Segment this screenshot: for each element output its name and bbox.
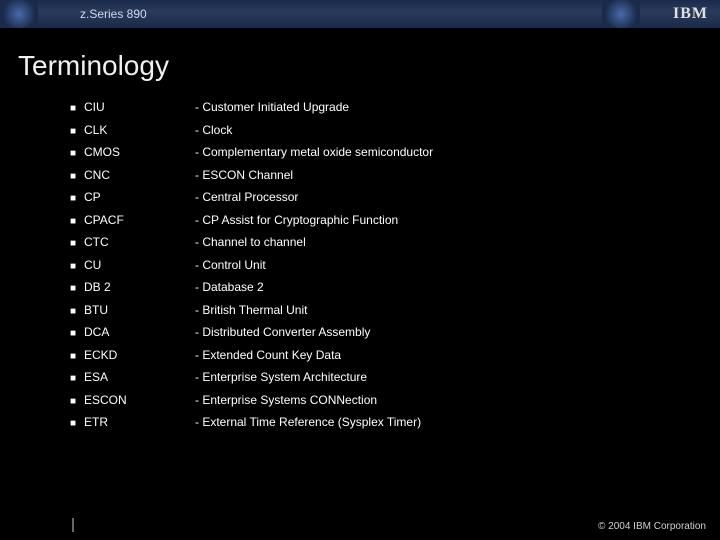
term-definition: - Enterprise Systems CONNection: [195, 393, 720, 407]
term-abbr: ETR: [80, 415, 195, 429]
ibm-logo: IBM: [673, 5, 708, 23]
bullet-icon: ■: [70, 418, 80, 429]
term-row: ■CIU- Customer Initiated Upgrade: [70, 100, 720, 123]
bullet-icon: ■: [70, 396, 80, 407]
term-abbr: BTU: [80, 303, 195, 317]
term-row: ■ECKD- Extended Count Key Data: [70, 348, 720, 371]
footer-accent-mark: [72, 518, 74, 532]
bullet-icon: ■: [70, 351, 80, 362]
term-definition: - Database 2: [195, 280, 720, 294]
term-row: ■CP- Central Processor: [70, 190, 720, 213]
term-row: ■BTU- British Thermal Unit: [70, 303, 720, 326]
term-abbr: DCA: [80, 325, 195, 339]
term-row: ■CMOS- Complementary metal oxide semicon…: [70, 145, 720, 168]
bullet-icon: ■: [70, 126, 80, 137]
bullet-icon: ■: [70, 103, 80, 114]
term-row: ■CLK- Clock: [70, 123, 720, 146]
bullet-icon: ■: [70, 283, 80, 294]
term-row: ■DCA- Distributed Converter Assembly: [70, 325, 720, 348]
term-definition: - Enterprise System Architecture: [195, 370, 720, 384]
term-definition: - Control Unit: [195, 258, 720, 272]
terminology-list: ■CIU- Customer Initiated Upgrade■CLK- Cl…: [0, 100, 720, 438]
term-definition: - Clock: [195, 123, 720, 137]
term-definition: - British Thermal Unit: [195, 303, 720, 317]
term-definition: - Complementary metal oxide semiconducto…: [195, 145, 720, 159]
term-abbr: CP: [80, 190, 195, 204]
term-definition: - ESCON Channel: [195, 168, 720, 182]
term-abbr: CU: [80, 258, 195, 272]
term-row: ■CNC- ESCON Channel: [70, 168, 720, 191]
header-product-line: z.Series 890: [80, 7, 147, 21]
term-row: ■CPACF- CP Assist for Cryptographic Func…: [70, 213, 720, 236]
term-abbr: DB 2: [80, 280, 195, 294]
term-row: ■ESCON- Enterprise Systems CONNection: [70, 393, 720, 416]
term-definition: - Channel to channel: [195, 235, 720, 249]
term-abbr: CLK: [80, 123, 195, 137]
bullet-icon: ■: [70, 328, 80, 339]
term-abbr: CPACF: [80, 213, 195, 227]
term-abbr: CIU: [80, 100, 195, 114]
term-definition: - Extended Count Key Data: [195, 348, 720, 362]
header-bar: z.Series 890 IBM: [0, 0, 720, 28]
term-abbr: ECKD: [80, 348, 195, 362]
term-abbr: ESCON: [80, 393, 195, 407]
bullet-icon: ■: [70, 373, 80, 384]
term-definition: - Distributed Converter Assembly: [195, 325, 720, 339]
term-abbr: ESA: [80, 370, 195, 384]
bullet-icon: ■: [70, 193, 80, 204]
bullet-icon: ■: [70, 261, 80, 272]
bullet-icon: ■: [70, 148, 80, 159]
copyright-text: © 2004 IBM Corporation: [598, 521, 706, 532]
term-definition: - Customer Initiated Upgrade: [195, 100, 720, 114]
term-row: ■DB 2- Database 2: [70, 280, 720, 303]
bullet-icon: ■: [70, 216, 80, 227]
bullet-icon: ■: [70, 171, 80, 182]
term-definition: - Central Processor: [195, 190, 720, 204]
term-row: ■ESA- Enterprise System Architecture: [70, 370, 720, 393]
term-row: ■ETR- External Time Reference (Sysplex T…: [70, 415, 720, 438]
term-row: ■CU- Control Unit: [70, 258, 720, 281]
term-definition: - External Time Reference (Sysplex Timer…: [195, 415, 720, 429]
term-abbr: CNC: [80, 168, 195, 182]
term-definition: - CP Assist for Cryptographic Function: [195, 213, 720, 227]
slide-title: Terminology: [0, 28, 720, 100]
bullet-icon: ■: [70, 238, 80, 249]
term-abbr: CMOS: [80, 145, 195, 159]
term-row: ■CTC- Channel to channel: [70, 235, 720, 258]
bullet-icon: ■: [70, 306, 80, 317]
term-abbr: CTC: [80, 235, 195, 249]
